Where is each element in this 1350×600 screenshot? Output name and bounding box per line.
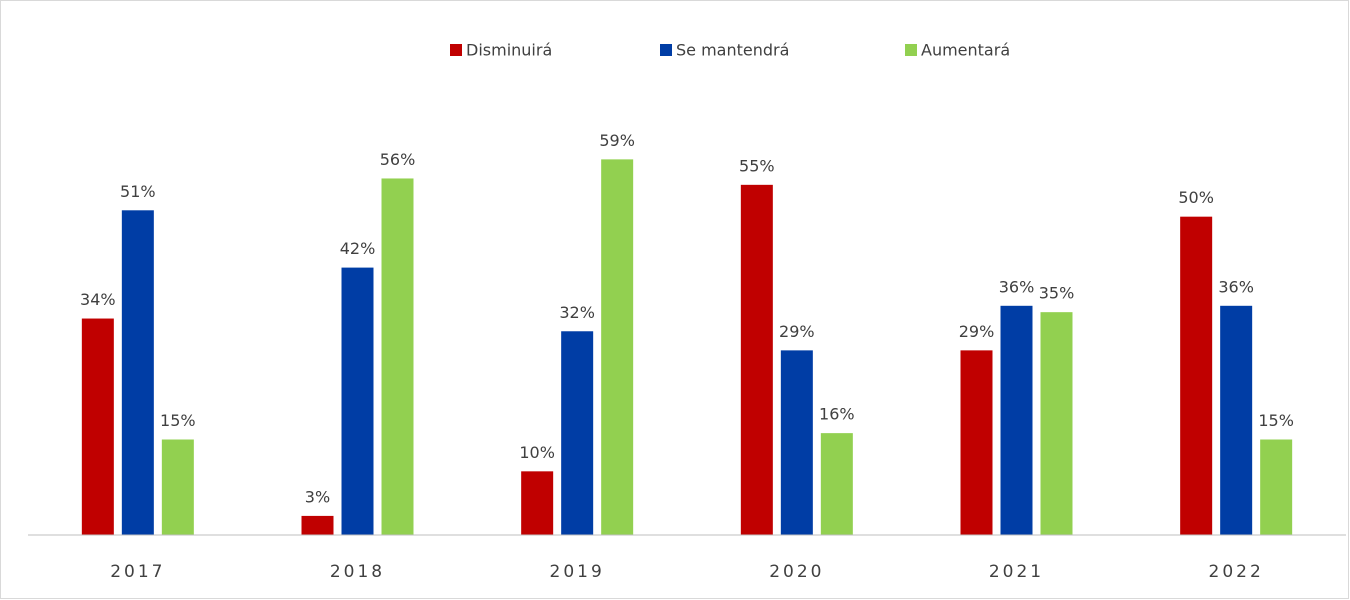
bar: [561, 331, 594, 535]
value-label: 3%: [305, 487, 330, 506]
x-tick-label: 2018: [330, 562, 385, 582]
value-label: 16%: [819, 405, 855, 424]
value-label: 51%: [120, 182, 156, 201]
legend-swatch: [450, 44, 462, 56]
value-label: 36%: [999, 277, 1035, 296]
legend-label: Se mantendrá: [676, 41, 789, 60]
value-label: 15%: [1258, 411, 1294, 430]
x-tick-label: 2020: [769, 562, 824, 582]
value-label: 34%: [80, 290, 116, 309]
value-label: 59%: [599, 131, 635, 150]
bar: [1180, 216, 1213, 535]
value-label: 15%: [160, 411, 196, 430]
value-label: 10%: [519, 443, 555, 462]
legend-label: Aumentará: [921, 41, 1010, 60]
legend-label: Disminuirá: [466, 41, 552, 60]
value-label: 29%: [959, 322, 995, 341]
bar: [381, 178, 414, 535]
value-label: 42%: [340, 239, 376, 258]
x-tick-label: 2022: [1209, 562, 1264, 582]
value-label: 32%: [559, 303, 595, 322]
value-label: 50%: [1178, 188, 1214, 207]
value-label: 29%: [779, 322, 815, 341]
bar: [1220, 305, 1253, 535]
x-tick-label: 2021: [989, 562, 1044, 582]
bar: [820, 433, 853, 535]
bar: [1260, 439, 1293, 535]
bar: [341, 267, 374, 535]
bar: [301, 515, 334, 535]
legend-swatch: [905, 44, 917, 56]
value-label: 36%: [1218, 277, 1254, 296]
bar: [960, 350, 993, 535]
x-tick-label: 2019: [550, 562, 605, 582]
bar: [1000, 305, 1033, 535]
bar: [780, 350, 813, 535]
bar: [740, 184, 773, 536]
value-label: 55%: [739, 156, 775, 175]
value-label: 56%: [380, 150, 416, 169]
bar: [121, 210, 154, 536]
bar: [521, 471, 554, 535]
x-tick-label: 2017: [110, 562, 165, 582]
value-label: 35%: [1039, 284, 1075, 303]
bar: [601, 159, 634, 535]
legend-swatch: [660, 44, 672, 56]
bar: [161, 439, 194, 535]
bar: [1040, 312, 1073, 535]
bar: [81, 318, 114, 535]
